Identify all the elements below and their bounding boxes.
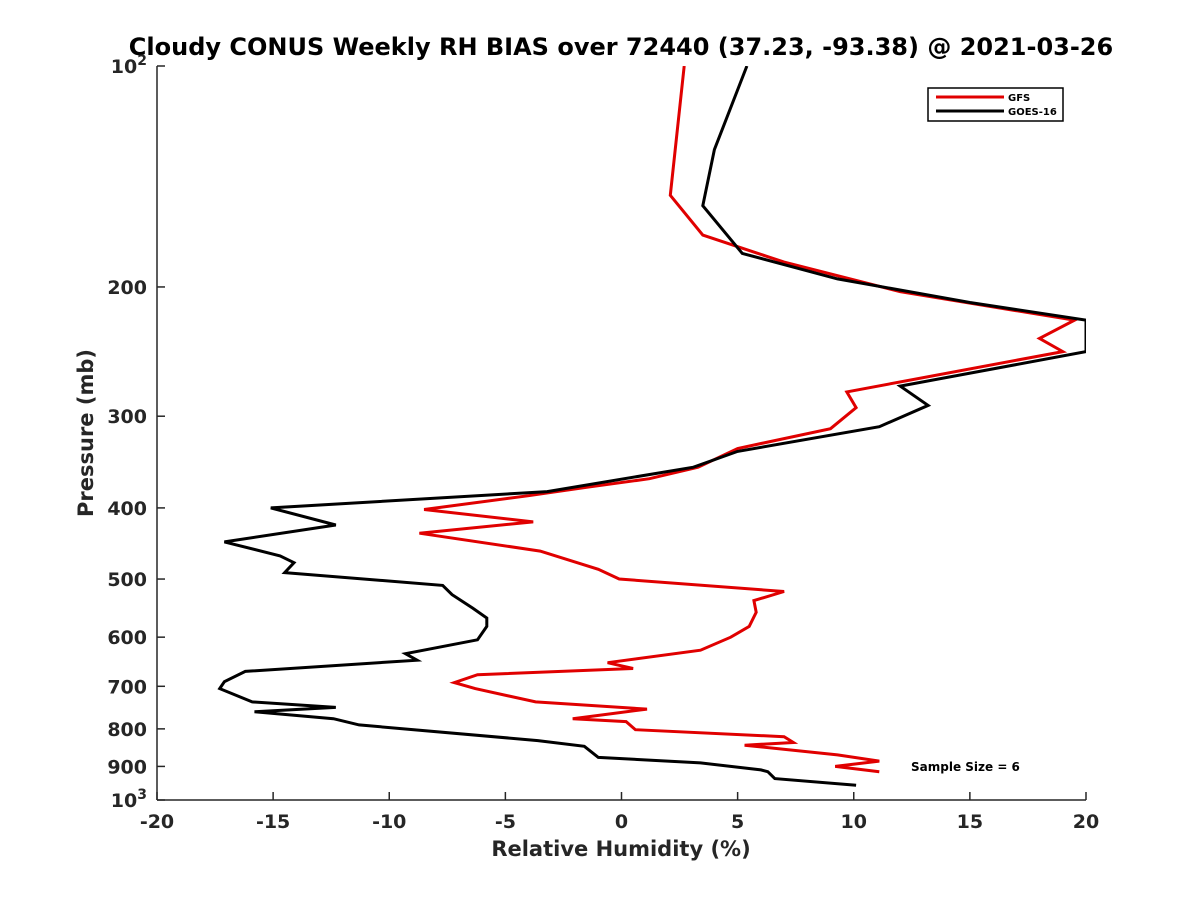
legend-label: GOES-16 — [1008, 107, 1057, 118]
series-line-goes-16 — [217, 66, 1086, 787]
y-tick-label: 600 — [107, 627, 147, 649]
sample-size-annotation: Sample Size = 6 — [911, 760, 1020, 774]
legend-box — [927, 87, 1064, 122]
y-tick-label: 500 — [107, 569, 147, 591]
chart-title: Cloudy CONUS Weekly RH BIAS over 72440 (… — [129, 33, 1113, 61]
x-tick-label: -5 — [495, 811, 516, 833]
y-tick-label: 103 — [111, 787, 147, 812]
series-line-gfs — [419, 66, 1080, 774]
x-tick-label: -15 — [256, 811, 290, 833]
y-tick-label: 102 — [111, 53, 147, 78]
y-axis-label: Pressure (mb) — [74, 349, 98, 517]
x-tick-label: 15 — [957, 811, 983, 833]
y-tick-label: 400 — [107, 498, 147, 520]
y-tick-label: 200 — [107, 277, 147, 299]
legend: GFS GOES-16 — [927, 87, 1064, 122]
legend-label: GFS — [1008, 93, 1030, 104]
x-tick-label: -10 — [372, 811, 406, 833]
x-tick-label: 20 — [1073, 811, 1099, 833]
x-tick-label: 0 — [615, 811, 628, 833]
x-tick-label: 10 — [841, 811, 867, 833]
y-tick-label: 800 — [107, 719, 147, 741]
x-tick-label: -20 — [140, 811, 174, 833]
x-tick-label: 5 — [731, 811, 744, 833]
y-tick-label: 700 — [107, 676, 147, 698]
y-tick-label: 900 — [107, 756, 147, 778]
series-layer — [217, 66, 1086, 787]
x-axis-label: Relative Humidity (%) — [491, 837, 750, 861]
y-tick-label: 300 — [107, 406, 147, 428]
axes-layer: -20 -15 -10 -5 0 5 10 15 20 102 200 300 400 500 600 700… — [107, 53, 1099, 833]
